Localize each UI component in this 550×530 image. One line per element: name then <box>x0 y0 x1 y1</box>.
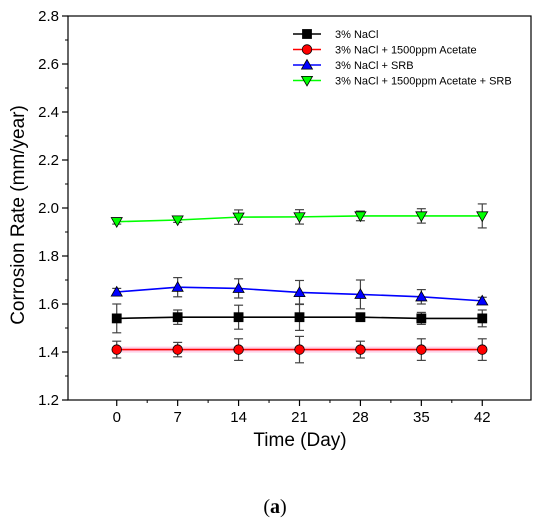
data-point <box>416 313 427 324</box>
data-point <box>233 344 244 355</box>
series-1 <box>111 335 488 364</box>
y-tick-label: 1.8 <box>38 248 59 265</box>
data-point <box>110 217 123 228</box>
data-point <box>293 212 306 224</box>
data-point <box>415 211 428 223</box>
x-tick-label: 42 <box>474 409 491 426</box>
corrosion-rate-chart: 1.21.41.61.82.02.22.42.62.80 7 14 21 28 35 42 … <box>8 8 532 451</box>
legend-marker <box>302 29 312 39</box>
figure-caption: (a) <box>0 496 550 519</box>
legend-marker <box>300 75 314 87</box>
data-point <box>476 211 489 223</box>
data-point <box>355 344 366 355</box>
legend-entry-1: 3% NaCl + 1500ppm Acetate <box>293 44 477 57</box>
data-point <box>233 312 244 323</box>
caption-close-paren: ) <box>280 496 287 518</box>
data-point <box>477 313 488 324</box>
legend-label: 3% NaCl <box>335 29 378 41</box>
y-tick-label: 1.4 <box>38 344 59 361</box>
legend-entry-0: 3% NaCl <box>293 29 378 41</box>
y-tick-label: 2.0 <box>38 200 59 217</box>
data-point <box>354 288 367 299</box>
x-axis-title: Time (Day) <box>253 430 346 451</box>
data-point <box>172 344 183 355</box>
data-point <box>110 285 123 297</box>
series-0 <box>111 303 488 334</box>
data-point <box>477 344 488 355</box>
y-tick-label: 2.4 <box>38 104 59 121</box>
data-point <box>232 212 245 224</box>
caption-letter: a <box>270 496 280 518</box>
data-point <box>232 282 245 293</box>
data-point <box>171 215 184 227</box>
data-point <box>416 344 427 355</box>
x-tick-label: 14 <box>230 409 247 426</box>
data-point <box>111 313 122 324</box>
data-point <box>415 290 428 302</box>
legend-marker <box>300 58 314 70</box>
legend-entry-3: 3% NaCl + 1500ppm Acetate + SRB <box>293 76 512 88</box>
data-point <box>171 280 184 292</box>
y-tick-label: 2.8 <box>38 8 59 25</box>
legend-entry-2: 3% NaCl + SRB <box>293 58 414 72</box>
y-tick-label: 1.2 <box>38 392 59 409</box>
y-tick-label: 2.2 <box>38 152 59 169</box>
data-point <box>354 211 367 223</box>
caption-open-paren: ( <box>263 496 270 518</box>
x-tick-label: 0 <box>113 409 121 426</box>
legend-label: 3% NaCl + 1500ppm Acetate + SRB <box>335 76 512 88</box>
x-tick-label: 35 <box>413 409 430 426</box>
y-axis-title: Corrosion Rate (mm/year) <box>8 105 29 325</box>
legend-marker <box>301 44 313 55</box>
y-tick-label: 2.6 <box>38 56 59 73</box>
data-point <box>172 312 183 323</box>
data-point <box>476 294 489 306</box>
data-point <box>294 344 305 355</box>
legend-label: 3% NaCl + 1500ppm Acetate <box>335 45 477 57</box>
legend-label: 3% NaCl + SRB <box>335 60 414 72</box>
series-2 <box>110 277 489 310</box>
data-point <box>355 312 366 323</box>
data-point <box>294 312 305 323</box>
y-tick-label: 1.6 <box>38 296 59 313</box>
data-point <box>293 286 306 298</box>
data-point <box>111 344 122 355</box>
x-tick-label: 28 <box>352 409 369 426</box>
series-3 <box>110 203 489 229</box>
x-tick-label: 21 <box>291 409 308 426</box>
x-tick-label: 7 <box>173 409 181 426</box>
